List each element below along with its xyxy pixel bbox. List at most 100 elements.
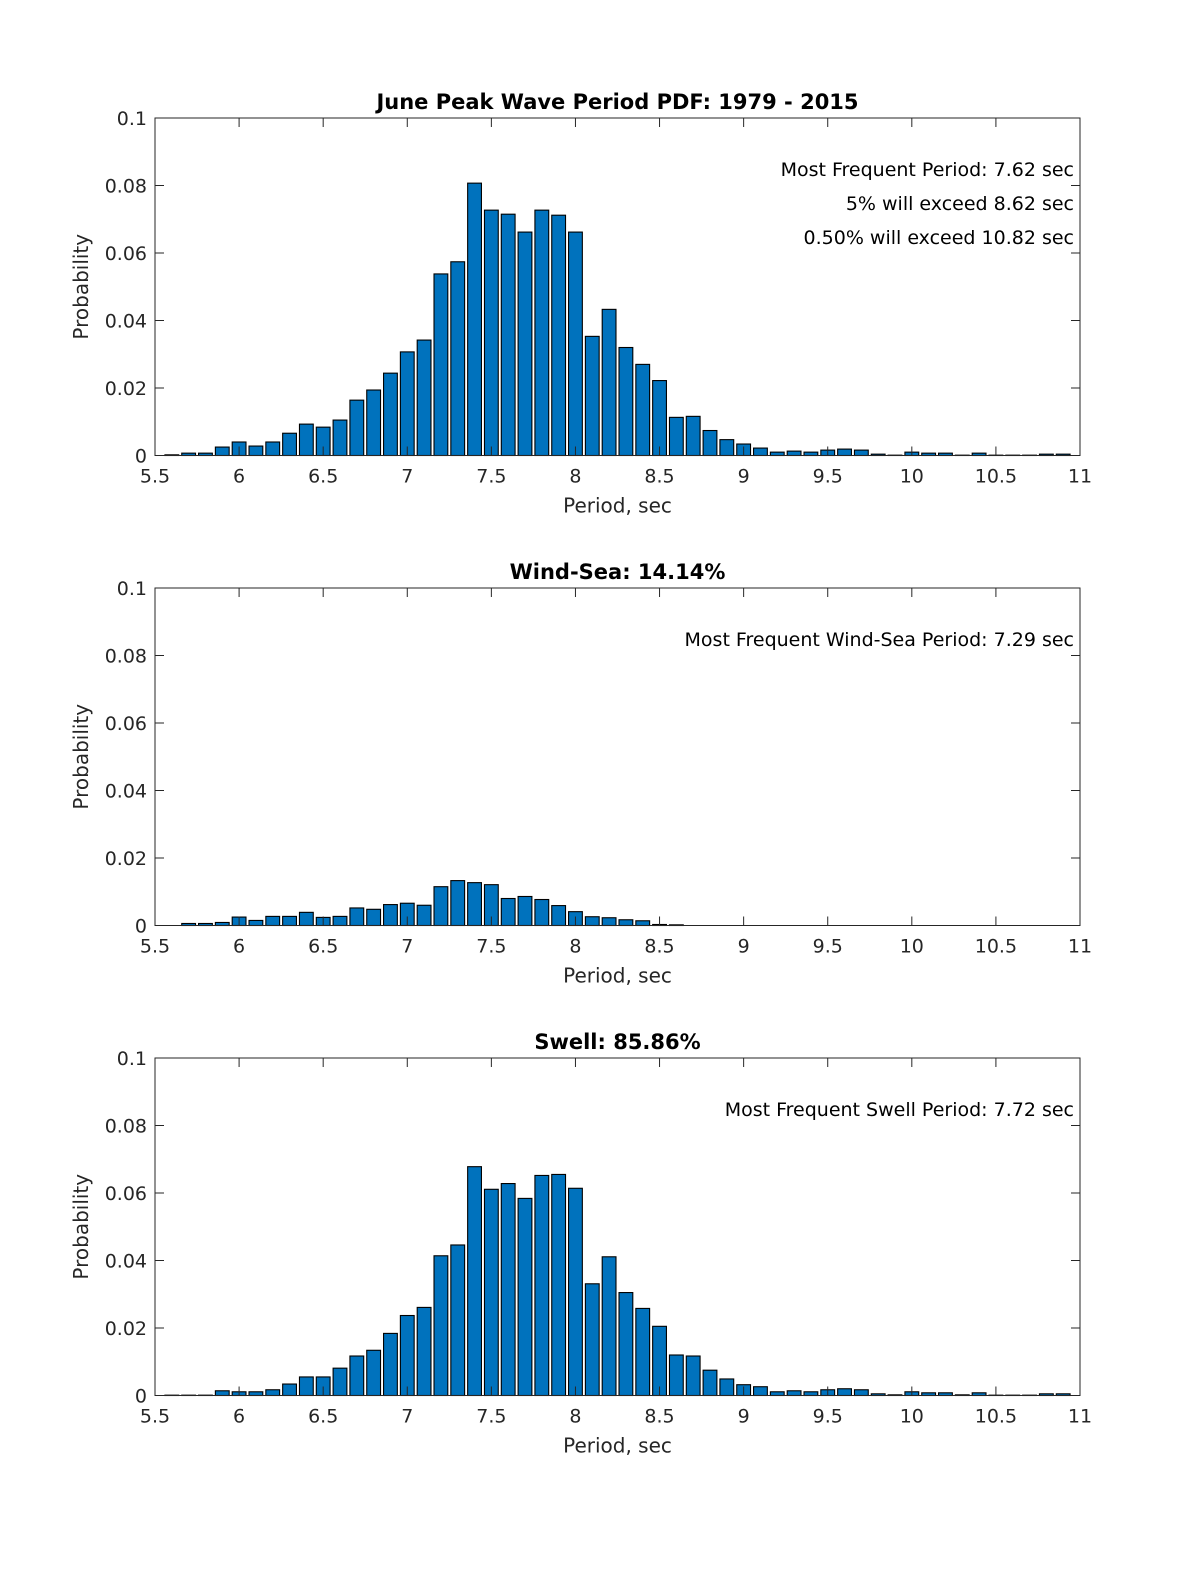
x-tick-label: 5.5	[140, 936, 170, 958]
chart-title: June Peak Wave Period PDF: 1979 - 2015	[374, 90, 858, 114]
bar	[483, 1188, 499, 1397]
bar	[618, 346, 634, 457]
x-axis-label: Period, sec	[563, 964, 672, 988]
bar	[753, 447, 768, 457]
bar	[500, 213, 516, 457]
bar	[685, 1355, 701, 1397]
y-axis-label: Probability	[69, 234, 93, 340]
bar	[601, 1256, 617, 1397]
bar	[719, 439, 735, 457]
bar	[534, 898, 550, 927]
y-axis-label: Probability	[69, 704, 93, 810]
x-tick-label: 6	[233, 466, 245, 488]
x-tick-label: 7.5	[476, 936, 506, 958]
bar	[248, 919, 264, 927]
bar	[769, 1391, 785, 1397]
bar	[534, 209, 550, 457]
x-tick-label: 9.5	[813, 936, 843, 958]
x-tick-label: 7.5	[476, 1406, 506, 1428]
bar	[584, 335, 600, 457]
x-tick-label: 11	[1068, 1406, 1092, 1428]
bar	[433, 1255, 449, 1397]
x-tick-label: 8	[569, 466, 581, 488]
bar	[332, 915, 348, 927]
bar	[214, 446, 230, 457]
bar	[685, 415, 701, 457]
bar	[467, 1166, 482, 1397]
y-tick-label: 0.06	[105, 1183, 147, 1205]
bar	[467, 182, 482, 457]
bar	[719, 1378, 735, 1397]
bar	[500, 1183, 516, 1397]
bar	[803, 1391, 819, 1397]
bar	[282, 432, 297, 457]
y-tick-label: 0.08	[105, 176, 147, 198]
y-axis-label: Probability	[69, 1174, 93, 1280]
bar	[450, 1244, 466, 1397]
x-tick-label: 6.5	[308, 1406, 338, 1428]
bar	[433, 886, 449, 927]
bar	[652, 380, 667, 457]
chart-panel-1: 5.5 6 6.5 7 7.5 8 8.5 9 9.5 10 10.5 11 0 0.02 0.04 0.06…	[69, 90, 1092, 518]
bar	[349, 399, 365, 457]
x-tick-label: 6.5	[308, 936, 338, 958]
bar	[416, 339, 432, 457]
bar	[551, 1173, 567, 1397]
y-tick-label: 0.04	[105, 311, 147, 333]
y-tick-label: 0.02	[105, 848, 147, 870]
y-tick-label: 0.1	[117, 108, 147, 130]
bar	[618, 1292, 634, 1397]
chart-title: Wind-Sea: 14.14%	[510, 560, 726, 584]
x-tick-label: 10	[900, 1406, 924, 1428]
x-tick-label: 5.5	[140, 466, 170, 488]
bar	[517, 231, 533, 457]
y-tick-label: 0.08	[105, 646, 147, 668]
x-tick-label: 5.5	[140, 1406, 170, 1428]
x-tick-label: 7.5	[476, 466, 506, 488]
x-tick-label: 7	[401, 466, 413, 488]
bar	[635, 920, 651, 927]
x-tick-label: 9.5	[813, 1406, 843, 1428]
bar	[652, 1325, 667, 1397]
bar	[568, 1187, 583, 1397]
x-tick-label: 10.5	[975, 936, 1017, 958]
y-tick-label: 0	[135, 446, 147, 468]
x-tick-label: 10	[900, 466, 924, 488]
bar	[584, 916, 600, 927]
bar	[500, 897, 516, 927]
x-tick-label: 8.5	[644, 936, 674, 958]
x-tick-label: 9.5	[813, 466, 843, 488]
axes-frame	[154, 117, 1081, 456]
x-tick-label: 10.5	[975, 466, 1017, 488]
x-tick-label: 7	[401, 1406, 413, 1428]
bar	[383, 904, 398, 927]
bar	[349, 907, 365, 927]
bar	[786, 1390, 802, 1397]
bar	[214, 1390, 230, 1397]
annotation: Most Frequent Swell Period: 7.72 sec	[725, 1099, 1074, 1121]
bar	[332, 1367, 348, 1397]
y-tick-label: 0.02	[105, 378, 147, 400]
bar	[265, 1389, 281, 1397]
plot-area	[155, 588, 1080, 926]
x-tick-label: 9	[738, 936, 750, 958]
bar	[517, 1197, 533, 1397]
annotation: Most Frequent Period: 7.62 sec	[781, 159, 1074, 181]
bar	[668, 416, 684, 457]
x-axis-label: Period, sec	[563, 494, 672, 518]
x-tick-label: 11	[1068, 936, 1092, 958]
bar	[568, 231, 583, 457]
bar-series	[164, 182, 1071, 457]
bar	[399, 1314, 415, 1397]
x-tick-label: 8.5	[644, 466, 674, 488]
y-tick-label: 0.06	[105, 713, 147, 735]
x-tick-label: 6.5	[308, 466, 338, 488]
chart-title: Swell: 85.86%	[534, 1030, 700, 1054]
plot-area	[155, 118, 1080, 456]
bar	[601, 917, 617, 927]
y-tick-label: 0.02	[105, 1318, 147, 1340]
bar	[837, 1388, 852, 1397]
bar	[298, 1376, 314, 1397]
annotation: 5% will exceed 8.62 sec	[846, 193, 1074, 215]
